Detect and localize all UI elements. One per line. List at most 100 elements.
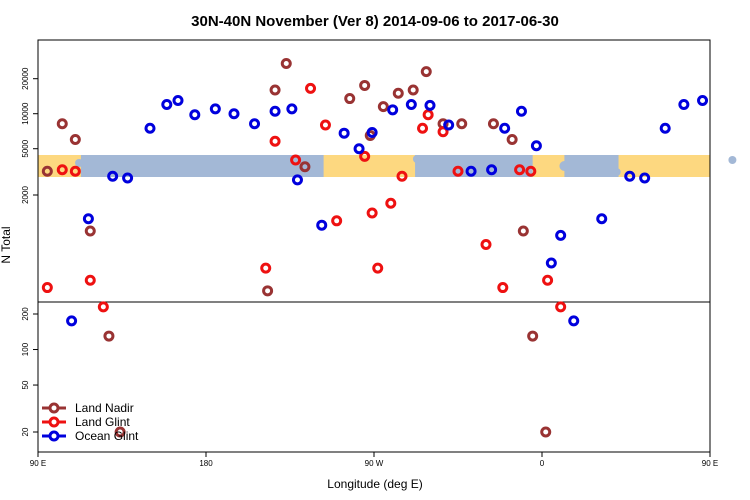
land-glint-point	[56, 164, 68, 176]
land-glint-point	[41, 282, 53, 294]
land-nadir-point	[377, 101, 389, 113]
ocean-glint-point	[291, 174, 303, 186]
ocean-glint-point	[269, 105, 281, 117]
ocean-glint-point	[486, 164, 498, 176]
ocean-glint-point	[424, 99, 436, 111]
land-glint-point	[396, 170, 408, 182]
x-tick-label: 180	[199, 459, 213, 468]
legend-label-land-nadir: Land Nadir	[75, 401, 134, 415]
land-glint-point	[269, 135, 281, 147]
land-nadir-point	[84, 225, 96, 237]
ocean-glint-point	[249, 118, 261, 130]
land-glint-point	[260, 262, 272, 274]
x-tick-label: 90 E	[30, 459, 46, 468]
ocean-glint-point	[697, 94, 709, 106]
land-nadir-point	[114, 426, 126, 438]
land-glint-point	[69, 165, 81, 177]
land-glint-point	[319, 119, 331, 131]
ocean-glint-point	[555, 229, 567, 241]
land-glint-point	[525, 165, 537, 177]
ocean-glint-point	[228, 108, 240, 120]
land-nadir-point	[407, 84, 419, 96]
land-mass	[618, 155, 710, 177]
land-glint-point	[290, 154, 302, 166]
ocean-glint-point	[161, 99, 173, 111]
coastline-detail	[313, 165, 323, 175]
coastline-detail	[75, 159, 84, 167]
x-tick-label: 90 W	[365, 459, 384, 468]
land-nadir-point	[359, 79, 371, 91]
land-glint-point	[84, 274, 96, 286]
ocean-glint-point	[465, 165, 477, 177]
land-nadir-point	[392, 87, 404, 99]
land-mass	[532, 155, 565, 177]
land-nadir-point	[420, 66, 432, 78]
land-glint-point	[452, 165, 464, 177]
ocean-glint-point	[596, 213, 608, 225]
y-axis-lower: 20 50 100 200	[21, 307, 38, 436]
lower-panel	[37, 301, 711, 453]
land-glint-point	[542, 274, 554, 286]
coastline-detail	[612, 168, 621, 176]
land-glint-point	[555, 301, 567, 313]
legend-marker-land-nadir	[48, 402, 60, 414]
ocean-glint-point	[189, 109, 201, 121]
land-nadir-point	[56, 118, 68, 130]
y-upper-tick-label: 20000	[21, 67, 30, 90]
ocean-glint-point	[387, 104, 399, 116]
land-nadir-point	[262, 285, 274, 297]
ocean-glint-point	[545, 257, 557, 269]
land-glint-point	[305, 82, 317, 94]
land-glint-point	[497, 282, 509, 294]
ocean-glint-point	[515, 105, 527, 117]
ocean-glint-point	[443, 119, 455, 131]
ocean-glint-point	[366, 126, 378, 138]
land-glint-point	[331, 215, 343, 227]
y-lower-tick-label: 50	[21, 380, 30, 389]
land-glint-point	[417, 122, 429, 134]
x-tick-label: 0	[540, 459, 545, 468]
land-nadir-point	[540, 426, 552, 438]
world-map-band	[38, 155, 737, 177]
lower-panel-frame	[37, 301, 711, 453]
y-axis-upper: 2000 5000 10000 20000	[21, 67, 38, 204]
ocean-glint-point	[316, 219, 328, 231]
legend-marker-ocean-glint	[48, 430, 60, 442]
ocean-glint-point	[639, 172, 651, 184]
land-nadir-point	[456, 118, 468, 130]
y-upper-tick-label: 10000	[21, 102, 30, 125]
ocean-glint-point	[209, 103, 221, 115]
x-tick-label: 90 E	[702, 459, 718, 468]
ocean-glint-point	[659, 122, 671, 134]
ocean-glint-point	[353, 143, 365, 155]
ocean-glint-point	[678, 99, 690, 111]
ocean-glint-point	[530, 140, 542, 152]
y-lower-tick-label: 100	[21, 342, 30, 356]
y-lower-tick-label: 20	[21, 427, 30, 436]
land-glint-point	[514, 164, 526, 176]
land-nadir-point	[41, 165, 53, 177]
land-glint-point	[366, 207, 378, 219]
ocean-glint-point	[286, 103, 298, 115]
land-nadir-point	[517, 225, 529, 237]
land-nadir-point	[280, 58, 292, 70]
land-glint-point	[372, 262, 384, 274]
ocean-glint-point	[624, 170, 636, 182]
ocean-glint-point	[66, 315, 78, 327]
land-nadir-point	[344, 93, 356, 105]
land-glint-point	[480, 239, 492, 251]
coastline-detail	[728, 156, 737, 164]
data-points	[41, 58, 709, 438]
coastline-detail	[412, 155, 421, 163]
legend-marker-land-glint	[48, 416, 60, 428]
upper-panel	[37, 39, 737, 303]
land-glint-point	[437, 126, 449, 138]
land-nadir-point	[487, 118, 499, 130]
legend-label-ocean-glint: Ocean Glint	[75, 429, 139, 443]
coastline-detail	[559, 161, 570, 171]
land-nadir-point	[506, 134, 518, 146]
ocean-glint-point	[144, 122, 156, 134]
chart-title: 30N-40N November (Ver 8) 2014-09-06 to 2…	[191, 13, 559, 30]
